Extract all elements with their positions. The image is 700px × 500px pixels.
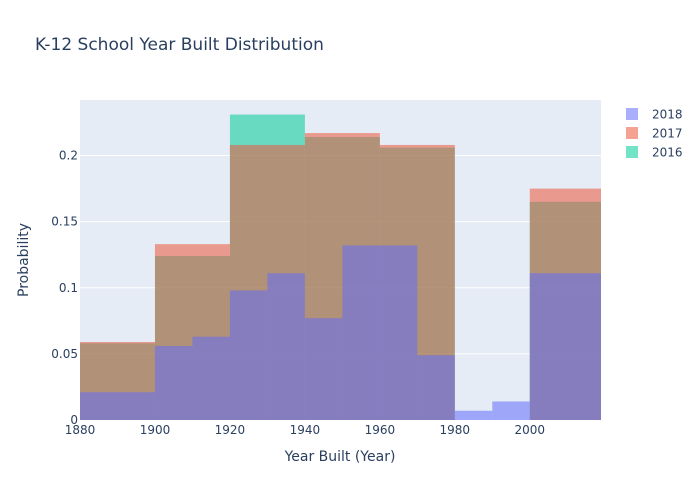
y-axis-title: Probability (16, 223, 32, 297)
chart-title: K-12 School Year Built Distribution (35, 35, 324, 55)
bars (80, 114, 601, 421)
legend-label: 2018 (652, 108, 683, 122)
x-tick-label: 1900 (140, 423, 171, 437)
bar-2018 (529, 273, 601, 420)
legend-item-2017[interactable]: 2017 (626, 127, 683, 141)
y-tick-label: 0.05 (51, 347, 78, 361)
x-axis-ticks: 1880 1900 1920 1940 1960 1980 2000 (65, 423, 545, 437)
y-axis-ticks: 0 0.05 0.1 0.15 0.2 (51, 149, 78, 427)
x-tick-label: 1960 (365, 423, 396, 437)
legend-label: 2017 (652, 127, 683, 141)
x-tick-label: 1940 (290, 423, 321, 437)
bar-2018 (454, 410, 493, 420)
x-axis-title: Year Built (Year) (284, 449, 396, 465)
bar-2018 (267, 273, 305, 420)
x-tick-label: 1920 (215, 423, 246, 437)
x-tick-label: 1880 (65, 423, 96, 437)
bar-2018 (192, 336, 230, 420)
bar-2018 (492, 401, 530, 420)
legend-swatch (626, 108, 638, 120)
y-tick-label: 0.15 (51, 215, 78, 229)
legend[interactable]: 2018 2017 2016 (626, 108, 683, 160)
legend-swatch (626, 127, 638, 139)
legend-item-2016[interactable]: 2016 (626, 146, 683, 160)
legend-label: 2016 (652, 146, 683, 160)
y-tick-label: 0.1 (59, 281, 78, 295)
bar-2018 (342, 245, 418, 420)
bar-2018 (154, 345, 193, 420)
x-tick-label: 1980 (440, 423, 471, 437)
legend-swatch (626, 146, 638, 158)
bar-2018 (417, 355, 455, 420)
bar-2018 (229, 290, 268, 420)
y-tick-label: 0.2 (59, 149, 78, 163)
y-tick-label: 0 (70, 413, 78, 427)
x-tick-label: 2000 (515, 423, 546, 437)
bar-2018 (80, 392, 155, 420)
bar-2018 (304, 318, 343, 420)
legend-item-2018[interactable]: 2018 (626, 108, 683, 122)
